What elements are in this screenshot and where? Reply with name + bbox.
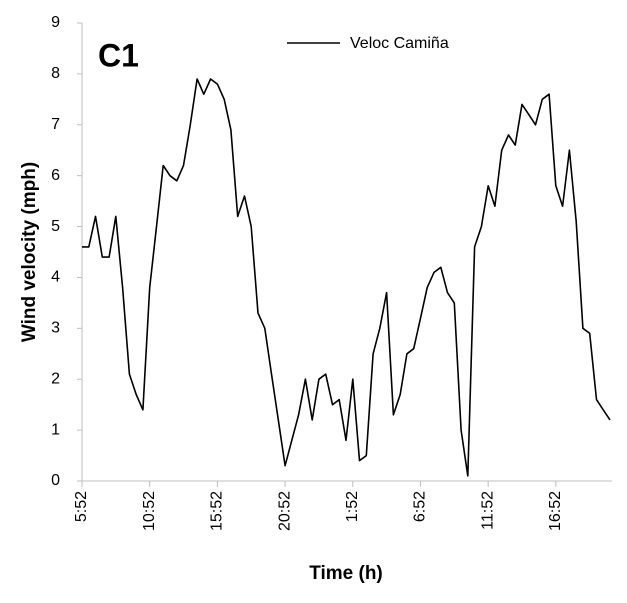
- x-tick-label: 16:52: [547, 491, 564, 531]
- data-line: [82, 78, 611, 477]
- x-tick-label: 10:52: [141, 491, 158, 531]
- y-tick-label: 6: [51, 167, 60, 184]
- chart-title: C1: [98, 37, 139, 73]
- x-tick-label: 6:52: [412, 491, 429, 522]
- y-tick-label: 7: [51, 116, 60, 133]
- y-tick-label: 3: [51, 320, 60, 337]
- y-tick-label: 0: [51, 472, 60, 489]
- x-tick-label: 11:52: [479, 491, 496, 530]
- y-tick-label: 9: [51, 14, 60, 31]
- y-tick-label: 2: [51, 370, 60, 387]
- legend-label: Veloc Camiña: [350, 35, 449, 52]
- y-tick-label: 5: [51, 218, 60, 235]
- x-axis-title: Time (h): [309, 563, 383, 584]
- y-tick-label: 1: [51, 421, 60, 438]
- y-axis-title: Wind velocity (mph): [19, 162, 40, 342]
- x-tick-label: 5:52: [73, 491, 90, 522]
- x-tick-label: 1:52: [344, 491, 361, 522]
- y-tick-label: 4: [51, 269, 60, 286]
- x-tick-label: 15:52: [209, 491, 226, 531]
- x-tick-label: 20:52: [276, 491, 293, 531]
- y-tick-label: 8: [51, 65, 60, 82]
